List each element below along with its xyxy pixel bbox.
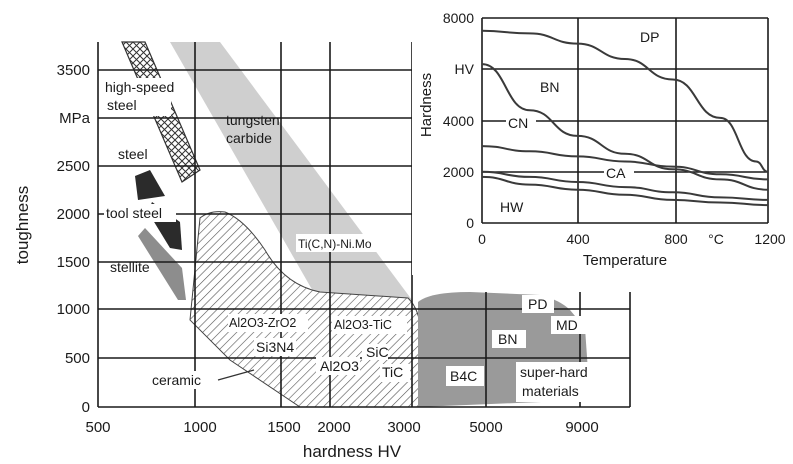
label-pd: PD — [528, 296, 547, 312]
inset-y-tick-label: 0 — [466, 215, 474, 231]
label-al2o3-zro2: Al2O3-ZrO2 — [229, 316, 296, 330]
y-tick-label: 1000 — [57, 301, 90, 318]
series-label-hw: HW — [500, 199, 524, 215]
y-unit-label: MPa — [59, 110, 91, 127]
inset-x-tick-label: 1200 — [754, 231, 785, 247]
inset-x-tick-label: 400 — [566, 231, 590, 247]
inset-y-unit-label: HV — [455, 61, 475, 77]
series-label-dp: DP — [640, 29, 659, 45]
label-al2o3-tic: Al2O3-TiC — [334, 318, 392, 332]
inset-y-tick-label: 8000 — [443, 10, 474, 26]
label-ceramic: ceramic — [152, 372, 201, 388]
label-materials: materials — [522, 383, 579, 399]
y-tick-label: 500 — [65, 350, 90, 367]
inset-x-tick-label: 0 — [478, 231, 486, 247]
main-x-ticks: 500 1000 1500 2000 3000 5000 9000 — [85, 419, 598, 436]
inset-y-tick-label: 2000 — [443, 164, 474, 180]
inset-series-labels: DP BN CN CA HW — [498, 28, 666, 216]
label-bn: BN — [498, 331, 517, 347]
inset-y-tick-label: 4000 — [443, 113, 474, 129]
inset-chart: DP BN CN CA HW 8000 HV 4000 2000 0 0 400… — [412, 0, 793, 275]
y-tick-label: 3500 — [57, 62, 90, 79]
series-label-ca: CA — [606, 165, 626, 181]
y-tick-label: 2500 — [57, 158, 90, 175]
label-md: MD — [556, 317, 578, 333]
inset-y-ticks: 8000 HV 4000 2000 0 — [443, 10, 475, 231]
label-steel: steel — [118, 146, 148, 162]
region-stellite — [138, 228, 186, 300]
x-tick-label: 5000 — [469, 419, 502, 436]
label-al2o3: Al2O3 — [320, 358, 359, 374]
inset-x-ticks: 0 400 800 °C 1200 — [478, 231, 786, 247]
region-steel — [135, 170, 165, 200]
label-carbide: carbide — [226, 130, 272, 146]
label-tungsten: tungsten — [226, 112, 280, 128]
x-tick-label: 2000 — [317, 419, 350, 436]
label-high-speed: high-speed — [105, 79, 174, 95]
inset-series — [481, 29, 769, 207]
label-sic: SiC — [366, 344, 389, 360]
inset-x-tick-label: 800 — [664, 231, 688, 247]
x-tick-label: 1000 — [183, 419, 216, 436]
label-si3n4: Si3N4 — [256, 339, 294, 355]
main-y-axis-title: toughness — [13, 186, 32, 264]
y-tick-label: 0 — [82, 399, 90, 416]
y-tick-label: 2000 — [57, 206, 90, 223]
series-line-cn — [481, 145, 769, 181]
label-steel-hs: steel — [107, 97, 137, 113]
main-region-labels: high-speed steel steel tool steel stelli… — [103, 78, 606, 402]
y-tick-label: 1500 — [57, 254, 90, 271]
label-super-hard: super-hard — [520, 364, 588, 380]
main-x-axis-title: hardness HV — [303, 442, 402, 461]
series-line-ca — [481, 170, 769, 201]
label-tic: TiC — [382, 364, 403, 380]
inset-x-axis-title: Temperature — [583, 252, 667, 269]
label-tool-steel: tool steel — [106, 205, 162, 221]
x-tick-label: 3000 — [387, 419, 420, 436]
series-label-cn: CN — [508, 115, 528, 131]
inset-y-axis-title: Hardness — [418, 73, 435, 137]
x-tick-label: 1500 — [267, 419, 300, 436]
label-b4c: B4C — [450, 368, 477, 384]
label-stellite: stellite — [110, 259, 150, 275]
series-label-bn: BN — [540, 79, 559, 95]
label-ticn-nimo: Ti(C,N)-Ni.Mo — [298, 237, 372, 251]
main-y-ticks: 0 500 1000 1500 2000 2500 MPa 3500 — [57, 62, 91, 416]
series-line-dp — [481, 29, 769, 173]
x-tick-label: 9000 — [565, 419, 598, 436]
x-tick-label: 500 — [85, 419, 110, 436]
series-line-hw — [481, 175, 769, 207]
inset-x-unit-label: °C — [708, 231, 724, 247]
series-line-bn — [481, 63, 769, 191]
